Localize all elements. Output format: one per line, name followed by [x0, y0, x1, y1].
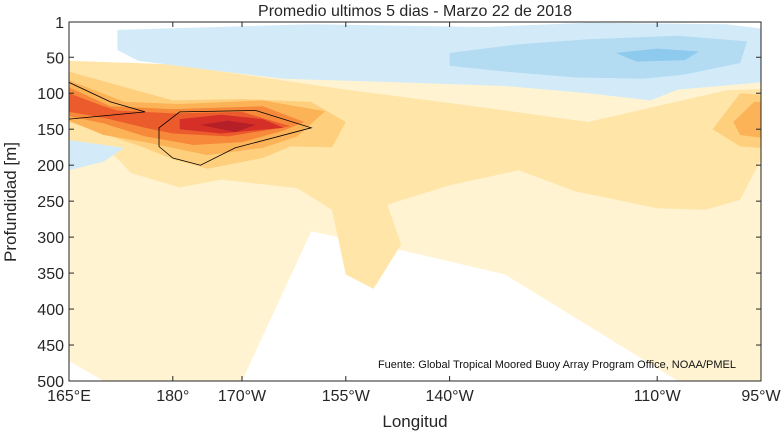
y-tick-label: 400 — [37, 302, 64, 319]
y-tick-label: 150 — [37, 122, 64, 139]
x-tick-label: 140°W — [425, 388, 474, 405]
plot-area — [69, 22, 761, 381]
chart-title: Promedio ultimos 5 dias - Marzo 22 de 20… — [258, 3, 572, 20]
filled-contour-layer — [69, 22, 761, 381]
y-tick-label: 250 — [37, 194, 64, 211]
y-tick-label: 100 — [37, 86, 64, 103]
y-tick-label: 1 — [55, 15, 64, 32]
y-tick-label: 200 — [37, 158, 64, 175]
x-tick-label: 110°W — [634, 388, 682, 405]
x-tick-label: 155°W — [322, 388, 371, 405]
x-tick-label: 180° — [156, 388, 189, 405]
x-axis-label: Longitud — [382, 412, 447, 431]
contour-region-warm_8-10 — [200, 120, 256, 133]
y-tick-label: 450 — [37, 338, 64, 355]
y-tick-label: 500 — [37, 374, 64, 391]
x-tick-label: 165°E — [47, 388, 91, 405]
y-tick-label: 50 — [46, 50, 64, 67]
contour-region-cold_1-14 — [69, 140, 125, 171]
x-tick-label: 95°W — [741, 388, 781, 405]
contour-line-1 — [158, 110, 313, 166]
source-note: Fuente: Global Tropical Moored Buoy Arra… — [378, 359, 736, 371]
contour-region-cold_2-12 — [449, 35, 748, 79]
y-tick-label: 300 — [37, 230, 64, 247]
x-tick-label: 170°W — [218, 388, 267, 405]
contour-line-layer — [69, 81, 313, 166]
y-axis-label: Profundidad [m] — [1, 142, 20, 262]
x-axis: 165°E 180° 170°W 155°W 140°W 110°W 95°W — [47, 22, 782, 405]
contour-line-0 — [69, 81, 146, 120]
contour-region-warm_4-6 — [733, 101, 761, 138]
contour-region-cold_3-13 — [615, 48, 699, 62]
y-tick-label: 350 — [37, 266, 64, 283]
